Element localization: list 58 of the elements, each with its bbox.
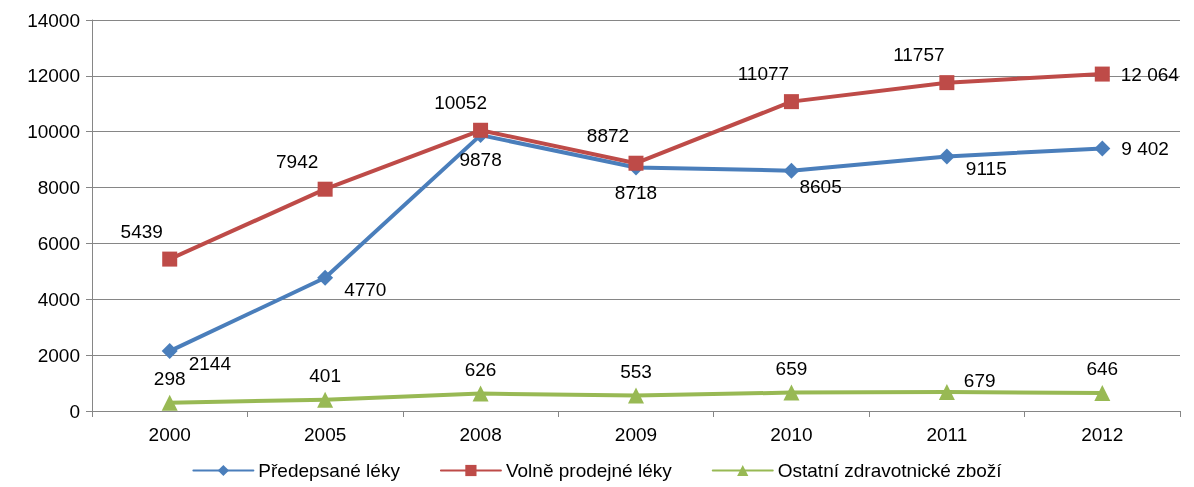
point bbox=[473, 122, 489, 138]
point bbox=[939, 75, 955, 91]
data-label: 7942 bbox=[276, 150, 319, 172]
point bbox=[472, 385, 489, 402]
data-label: 9878 bbox=[459, 149, 502, 171]
x-tick-label: 2011 bbox=[926, 424, 968, 445]
data-label: 8872 bbox=[586, 124, 630, 146]
y-tick-label: 8000 bbox=[37, 177, 80, 199]
point bbox=[938, 384, 955, 401]
x-tick-label: 2009 bbox=[614, 424, 658, 445]
data-label: 8605 bbox=[799, 176, 842, 198]
data-label: 2144 bbox=[188, 352, 232, 374]
x-tick-label: 2000 bbox=[148, 424, 191, 445]
data-label: 298 bbox=[153, 367, 186, 389]
point bbox=[1094, 384, 1111, 401]
x-tick-label: 2010 bbox=[770, 424, 813, 445]
data-label: 10052 bbox=[434, 91, 487, 113]
point bbox=[317, 391, 334, 408]
y-tick-label: 12000 bbox=[27, 65, 80, 87]
point bbox=[161, 394, 178, 411]
x-tick-label: 2008 bbox=[459, 424, 502, 445]
x-tick-label: 2005 bbox=[304, 424, 347, 445]
y-tick-label: 2000 bbox=[37, 344, 80, 366]
point bbox=[162, 251, 178, 267]
point bbox=[783, 94, 799, 110]
data-label: 659 bbox=[775, 357, 808, 379]
point bbox=[628, 387, 644, 404]
y-tick-label: 14000 bbox=[27, 9, 80, 31]
point bbox=[161, 343, 178, 360]
point bbox=[783, 384, 800, 401]
data-label: 12 064 bbox=[1120, 63, 1180, 85]
data-label: 11077 bbox=[737, 63, 790, 85]
x-tick-label: 2012 bbox=[1081, 424, 1124, 445]
point bbox=[317, 181, 333, 197]
legend-label: Předepsané léky bbox=[258, 460, 401, 481]
point bbox=[938, 148, 955, 165]
point bbox=[628, 155, 644, 171]
data-label: 626 bbox=[464, 358, 497, 380]
y-tick-label: 10000 bbox=[27, 121, 80, 143]
data-label: 9115 bbox=[965, 157, 1007, 179]
data-label: 9 402 bbox=[1121, 137, 1169, 159]
legend-label: Ostatní zdravotnické zboží bbox=[777, 460, 1003, 481]
y-tick-label: 0 bbox=[69, 400, 80, 422]
data-label: 11757 bbox=[893, 44, 945, 66]
point bbox=[1094, 66, 1110, 82]
point bbox=[783, 162, 800, 179]
data-label: 8718 bbox=[614, 181, 658, 203]
data-label: 646 bbox=[1086, 357, 1119, 379]
point bbox=[1094, 140, 1111, 157]
y-tick-label: 6000 bbox=[37, 232, 80, 254]
legend-label: Volně prodejné léky bbox=[505, 460, 673, 481]
point bbox=[317, 269, 334, 286]
data-label: 401 bbox=[309, 364, 341, 386]
data-label: 679 bbox=[963, 369, 996, 391]
data-label: 4770 bbox=[344, 279, 387, 301]
data-label: 553 bbox=[620, 360, 652, 382]
y-tick-label: 4000 bbox=[37, 288, 80, 310]
data-label: 5439 bbox=[120, 220, 163, 242]
